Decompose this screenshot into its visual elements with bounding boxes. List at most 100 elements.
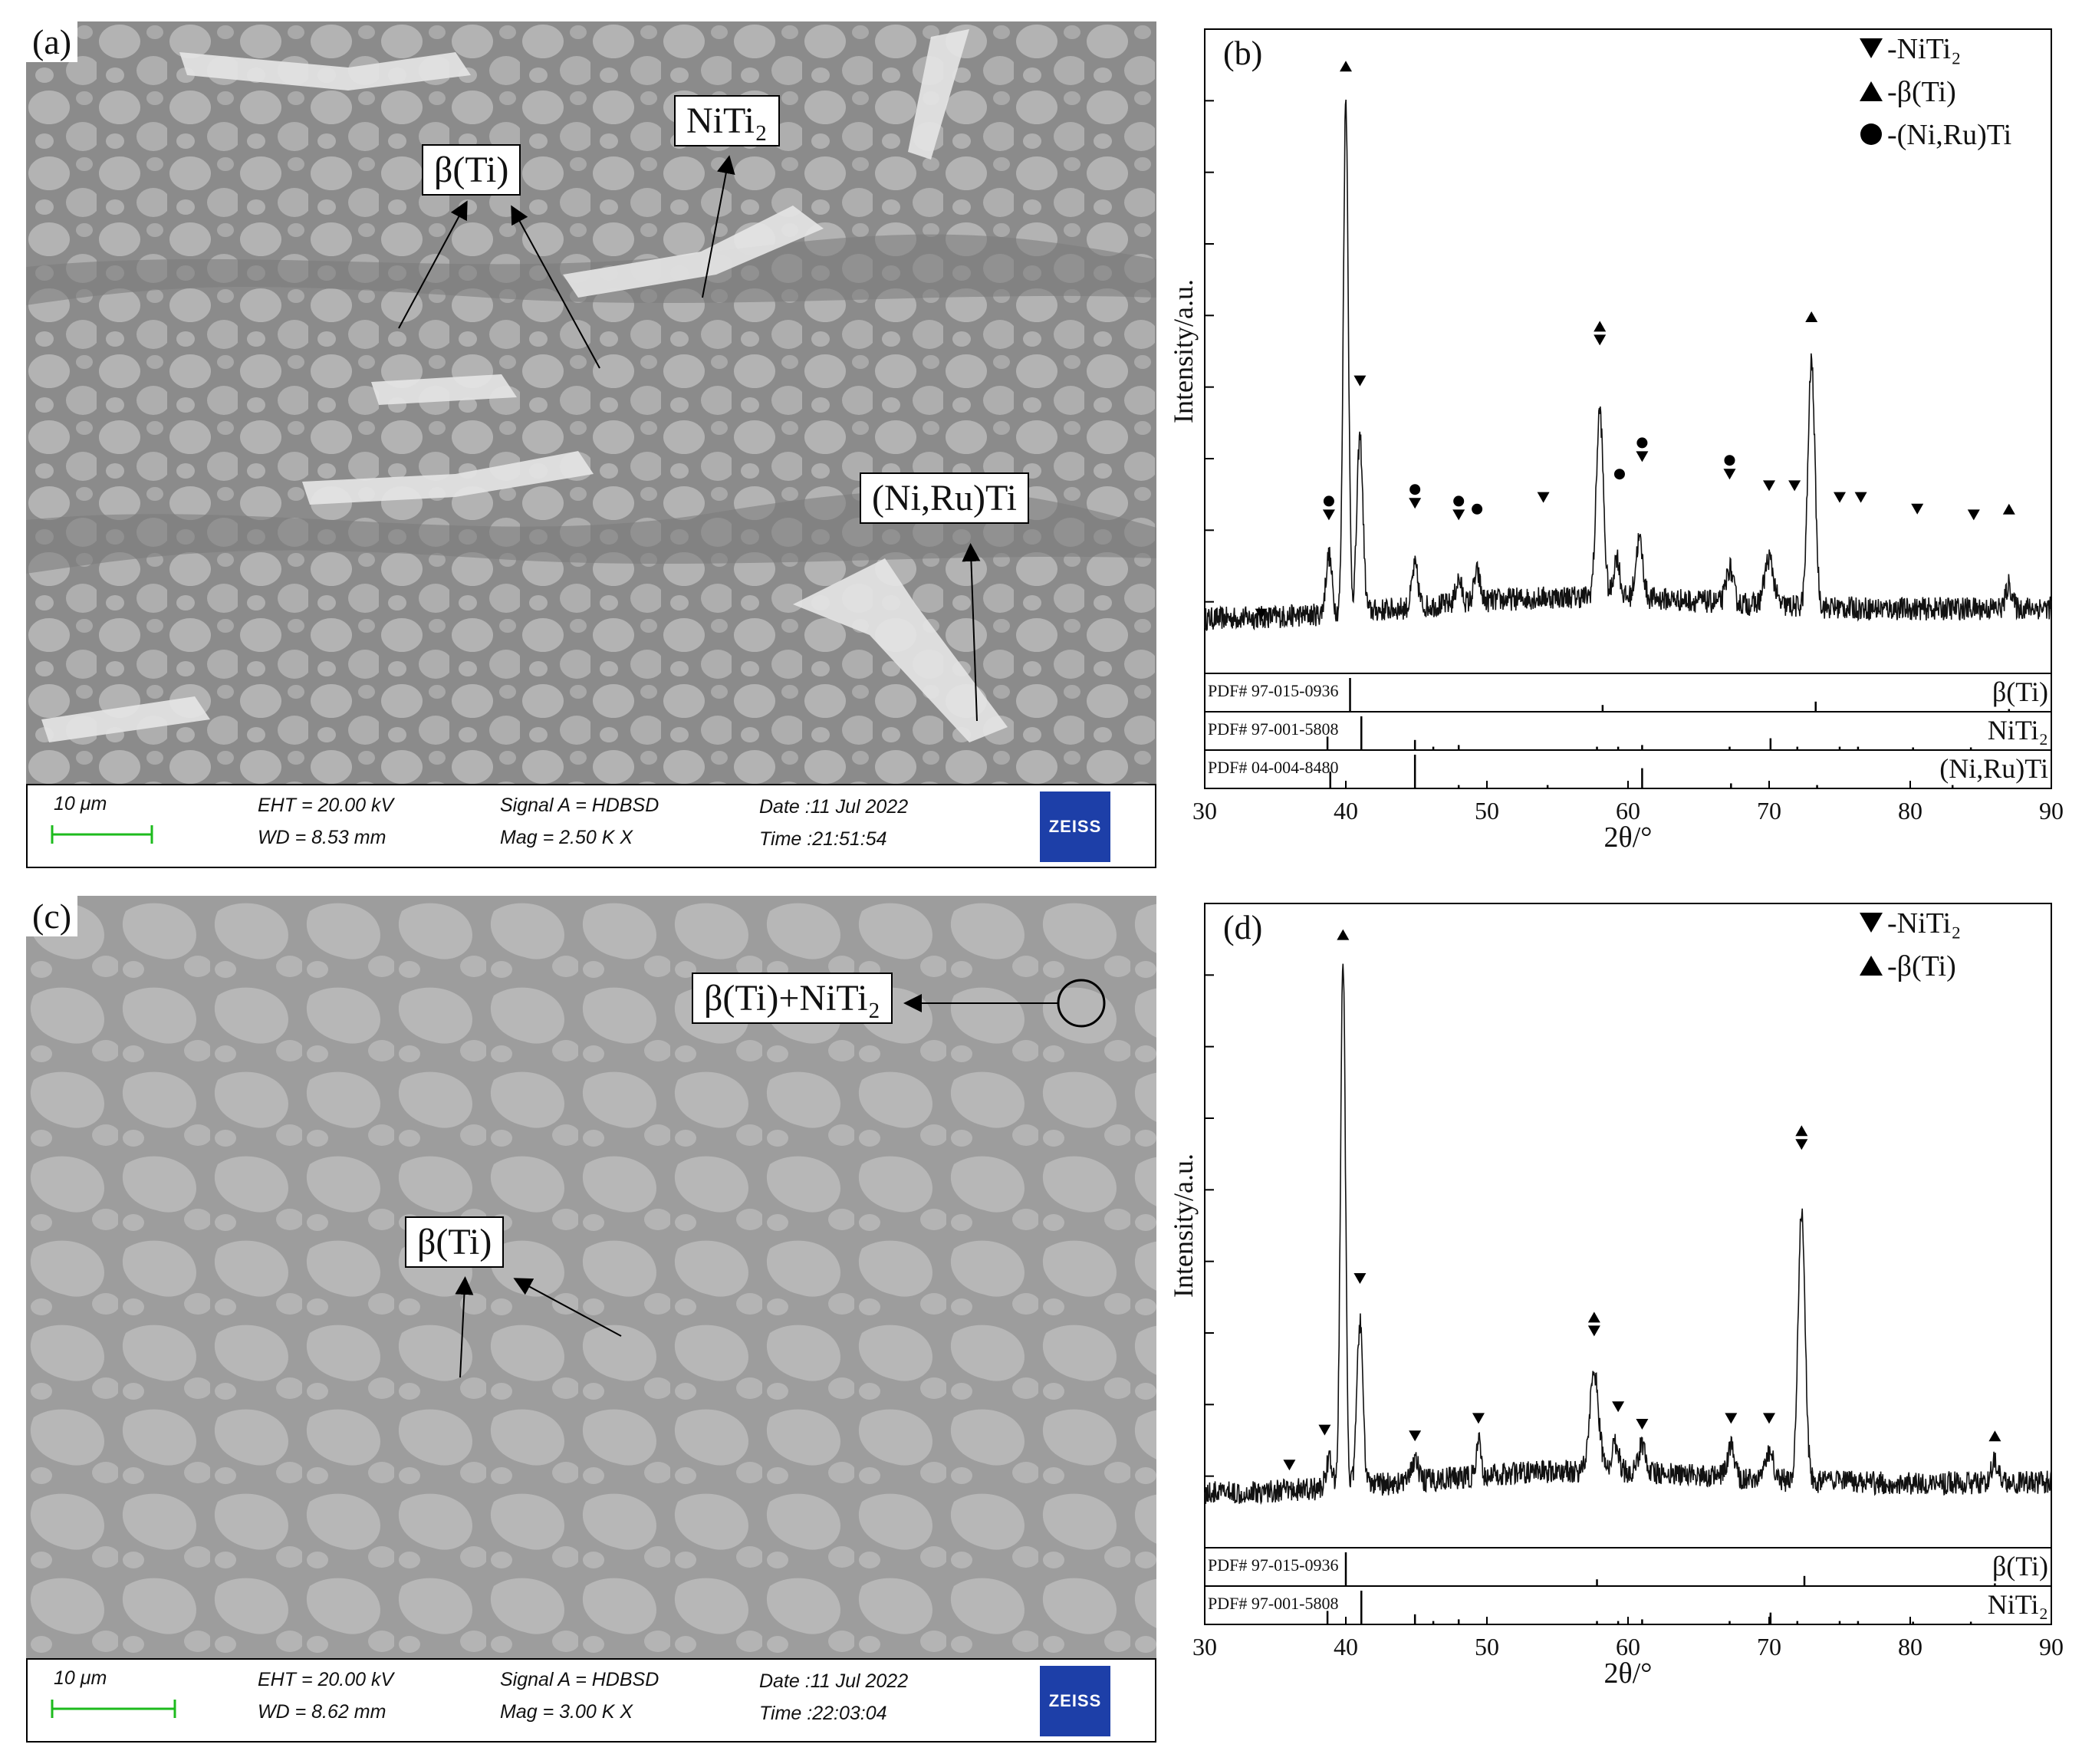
callout-niruti: (Ni,Ru)Ti bbox=[860, 472, 1029, 524]
niti2-peak-marker bbox=[1854, 492, 1867, 503]
xrd-chart-b: (b) -NiTi₂ -β(Ti) -(Ni,Ru)Ti PDF# 97-015-093… bbox=[1168, 28, 2064, 854]
xrd-pattern-line bbox=[1204, 99, 2052, 632]
niruti-peak-marker bbox=[1613, 469, 1625, 480]
x-tick-label: 60 bbox=[1616, 1633, 1640, 1660]
niti2-peak-marker bbox=[1353, 1273, 1367, 1284]
niti2-peak-marker bbox=[1537, 492, 1550, 503]
beta-ti-peak-marker bbox=[2002, 503, 2015, 515]
x-tick-label: 40 bbox=[1334, 797, 1358, 824]
niruti-peak-marker bbox=[1636, 437, 1648, 449]
mag-value: Mag = 3.00 K X bbox=[500, 1701, 633, 1723]
niti2-peak-marker bbox=[1795, 1139, 1808, 1150]
panel-label: (d) bbox=[1223, 909, 1262, 946]
x-axis-label: 2θ/° bbox=[1604, 821, 1653, 854]
niti2-peak-marker bbox=[1594, 334, 1607, 346]
niti2-peak-marker bbox=[1353, 375, 1367, 387]
wd-value: WD = 8.62 mm bbox=[258, 1701, 386, 1723]
x-tick-label: 70 bbox=[1757, 1633, 1781, 1660]
sem-micrograph-c bbox=[26, 896, 1156, 1658]
date-value: Date :11 Jul 2022 bbox=[759, 796, 909, 818]
beta-ti-peak-marker bbox=[1587, 1311, 1600, 1323]
x-tick-label: 70 bbox=[1757, 797, 1781, 824]
xrd-plot-area: (b) -NiTi₂ -β(Ti) -(Ni,Ru)Ti PDF# 97-015-093… bbox=[1168, 28, 2064, 854]
legend-beta-ti-symbol bbox=[1860, 956, 1883, 976]
beta-ti-peak-marker bbox=[1340, 61, 1352, 72]
sem-info-bar-c: 10 μm EHT = 20.00 kV WD = 8.62 mm Signal… bbox=[26, 1658, 1156, 1743]
legend-beta-ti-symbol bbox=[1860, 81, 1883, 101]
niti2-peak-marker bbox=[1318, 1424, 1331, 1436]
legend-label: -β(Ti) bbox=[1887, 76, 1956, 108]
callout-beta-ti: β(Ti) bbox=[422, 144, 521, 196]
pdf-phase-name: β(Ti) bbox=[1992, 676, 2048, 707]
beta-ti-peak-marker bbox=[1795, 1125, 1808, 1137]
niti2-peak-marker bbox=[1636, 1419, 1649, 1430]
pdf-reference: PDF# 97-015-0936 bbox=[1208, 681, 1339, 700]
niti2-peak-marker bbox=[1409, 498, 1422, 509]
time-value: Time :21:51:54 bbox=[759, 828, 887, 850]
x-tick-label: 30 bbox=[1192, 1633, 1217, 1660]
niti2-peak-marker bbox=[1763, 1413, 1775, 1424]
panel-label: (b) bbox=[1223, 35, 1262, 72]
signal-value: Signal A = HDBSD bbox=[500, 795, 659, 816]
x-axis-label: 2θ/° bbox=[1604, 1657, 1653, 1690]
legend-label: -NiTi₂ bbox=[1887, 907, 1961, 940]
beta-ti-peak-marker bbox=[1805, 311, 1818, 322]
legend-label: -NiTi₂ bbox=[1887, 33, 1961, 65]
niruti-peak-marker bbox=[1724, 455, 1735, 466]
panel-label-c: (c) bbox=[26, 896, 78, 936]
x-tick-label: 90 bbox=[2039, 1633, 2064, 1660]
pdf-phase-name: NiTi₂ bbox=[1988, 1589, 2048, 1620]
legend-label: -β(Ti) bbox=[1887, 950, 1956, 982]
callout-beta-ti-c: β(Ti) bbox=[405, 1216, 505, 1268]
scale-bar bbox=[51, 1700, 176, 1718]
x-tick-label: 90 bbox=[2039, 797, 2064, 824]
niti2-peak-marker bbox=[1967, 509, 1980, 521]
panel-c: (c) β(Ti)+NiTi₂ β(Ti) 10 μm EHT = 20.00 … bbox=[26, 896, 1156, 1743]
callout-beta-ti-niti2: β(Ti)+NiTi₂ bbox=[692, 973, 893, 1024]
niruti-peak-marker bbox=[1409, 484, 1421, 495]
x-tick-label: 50 bbox=[1475, 797, 1499, 824]
x-tick-label: 30 bbox=[1192, 797, 1217, 824]
niti2-peak-marker bbox=[1472, 1413, 1485, 1424]
niti2-peak-marker bbox=[1834, 492, 1846, 503]
legend-label: -(Ni,Ru)Ti bbox=[1887, 119, 2011, 151]
niti2-peak-marker bbox=[1763, 480, 1775, 492]
niti2-peak-marker bbox=[1409, 1430, 1422, 1442]
legend-niti2-symbol bbox=[1860, 38, 1883, 58]
mag-value: Mag = 2.50 K X bbox=[500, 827, 633, 848]
wd-value: WD = 8.53 mm bbox=[258, 827, 386, 848]
eht-value: EHT = 20.00 kV bbox=[258, 795, 394, 816]
sem-micrograph-a bbox=[26, 21, 1156, 784]
niti2-peak-marker bbox=[1612, 1401, 1625, 1413]
x-tick-label: 80 bbox=[1898, 797, 1922, 824]
pdf-reference: PDF# 04-004-8480 bbox=[1208, 758, 1339, 777]
niti2-peak-marker bbox=[1636, 451, 1649, 462]
xrd-plot-area: (d) -NiTi₂ -β(Ti) PDF# 97-015-0936 β(Ti) PDF#… bbox=[1168, 903, 2064, 1690]
time-value: Time :22:03:04 bbox=[759, 1703, 887, 1724]
niti2-peak-marker bbox=[1725, 1413, 1738, 1424]
niruti-peak-marker bbox=[1323, 495, 1334, 507]
pdf-reference: PDF# 97-015-0936 bbox=[1208, 1555, 1339, 1575]
sem-info-bar-a: 10 μm EHT = 20.00 kV WD = 8.53 mm Signal… bbox=[26, 784, 1156, 868]
date-value: Date :11 Jul 2022 bbox=[759, 1670, 909, 1692]
callout-niti2: NiTi₂ bbox=[674, 95, 780, 146]
beta-ti-peak-marker bbox=[1594, 321, 1607, 332]
niruti-peak-marker bbox=[1453, 495, 1465, 507]
xrd-pattern-line bbox=[1204, 963, 2052, 1506]
pdf-phase-name: β(Ti) bbox=[1992, 1551, 2048, 1581]
plot-frame bbox=[1204, 903, 2052, 1625]
xrd-chart-d: (d) -NiTi₂ -β(Ti) PDF# 97-015-0936 β(Ti) PDF#… bbox=[1168, 903, 2064, 1690]
legend-niruti-symbol bbox=[1860, 123, 1882, 145]
y-axis-label: Intensity/a.u. bbox=[1168, 279, 1199, 423]
eht-value: EHT = 20.00 kV bbox=[258, 1669, 394, 1690]
pdf-phase-name: (Ni,Ru)Ti bbox=[1939, 753, 2048, 784]
beta-ti-peak-marker bbox=[1988, 1430, 2001, 1442]
niti2-peak-marker bbox=[1322, 509, 1335, 521]
pdf-reference: PDF# 97-001-5808 bbox=[1208, 1594, 1339, 1613]
niti2-peak-marker bbox=[1283, 1460, 1296, 1471]
x-tick-label: 60 bbox=[1616, 797, 1640, 824]
pdf-phase-name: NiTi₂ bbox=[1988, 715, 2048, 745]
niti2-peak-marker bbox=[1255, 608, 1268, 620]
x-tick-label: 80 bbox=[1898, 1633, 1922, 1660]
panel-label-a: (a) bbox=[26, 21, 78, 62]
